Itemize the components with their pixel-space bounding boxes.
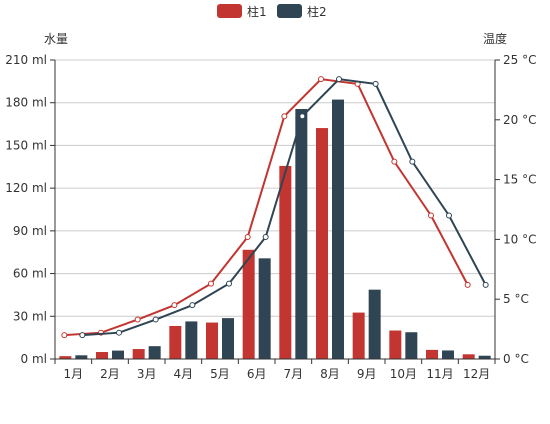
line-point bbox=[482, 281, 489, 288]
line-point bbox=[61, 332, 68, 339]
line-point bbox=[189, 302, 196, 309]
bar bbox=[405, 332, 418, 359]
bar bbox=[295, 108, 308, 359]
bar bbox=[478, 355, 491, 359]
x-tick-label: 2月 bbox=[100, 367, 120, 381]
y-right-tick-label: 10 °C bbox=[503, 232, 536, 246]
legend[interactable]: 柱1 柱2 bbox=[217, 4, 327, 19]
bar bbox=[462, 354, 475, 359]
line-point bbox=[409, 158, 416, 165]
line-point bbox=[79, 332, 86, 339]
y-right-tick-label: 20 °C bbox=[503, 113, 536, 127]
grid-lines bbox=[55, 59, 495, 317]
bar bbox=[426, 349, 438, 359]
legend-swatch bbox=[217, 4, 242, 18]
x-tick-label: 9月 bbox=[357, 367, 377, 381]
x-tick-label: 4月 bbox=[174, 367, 194, 381]
x-tick-label: 5月 bbox=[210, 367, 230, 381]
y-axis-left-label: 水量 bbox=[44, 32, 68, 46]
line-point bbox=[134, 316, 141, 323]
x-tick-label: 3月 bbox=[137, 367, 157, 381]
bar bbox=[59, 356, 72, 359]
bar bbox=[75, 355, 88, 359]
bar bbox=[96, 352, 108, 359]
legend-label: 柱1 bbox=[247, 4, 267, 19]
x-tick-label: 11月 bbox=[426, 367, 453, 381]
y-left-tick-label: 120 ml bbox=[5, 181, 47, 195]
y-left-tick-label: 30 ml bbox=[13, 309, 47, 323]
y-right-tick-label: 25 °C bbox=[503, 53, 536, 67]
y-left-tick-label: 150 ml bbox=[5, 138, 47, 152]
bar bbox=[332, 99, 344, 359]
line-point bbox=[244, 234, 251, 241]
bar bbox=[279, 165, 292, 359]
line-series bbox=[61, 76, 489, 339]
y-left-tick-label: 0 ml bbox=[21, 352, 47, 366]
bar bbox=[368, 289, 381, 359]
x-tick-label: 8月 bbox=[320, 367, 340, 381]
y-left-tick-label: 90 ml bbox=[13, 224, 47, 238]
x-tick-label: 6月 bbox=[247, 367, 267, 381]
line-point bbox=[391, 158, 398, 165]
axes: 0 ml 30 ml 60 ml 90 ml 120 ml 150 ml 180 ml 210… bbox=[5, 53, 536, 381]
bar bbox=[258, 258, 271, 359]
bar bbox=[206, 322, 218, 359]
line-point bbox=[428, 212, 434, 219]
line-point bbox=[226, 280, 232, 287]
line-point bbox=[446, 212, 452, 219]
bar bbox=[148, 346, 161, 359]
line-point bbox=[336, 76, 342, 83]
line-point bbox=[299, 113, 306, 120]
line-point bbox=[464, 281, 471, 288]
y-right-tick-label: 5 °C bbox=[503, 292, 529, 306]
bar bbox=[389, 330, 402, 359]
bar-series bbox=[59, 99, 491, 359]
bar bbox=[169, 325, 182, 359]
bar bbox=[442, 350, 454, 359]
line-point bbox=[171, 302, 178, 309]
x-tick-label: 1月 bbox=[64, 367, 84, 381]
line-path bbox=[64, 78, 469, 337]
line-point bbox=[372, 80, 379, 87]
x-tick-label: 7月 bbox=[284, 367, 304, 381]
line-point bbox=[318, 76, 324, 83]
line-point bbox=[262, 234, 269, 241]
bar bbox=[242, 249, 255, 359]
bar bbox=[132, 349, 145, 359]
legend-label: 柱2 bbox=[307, 4, 327, 19]
x-tick-label: 10月 bbox=[390, 367, 417, 381]
y-axis-right-label: 温度 bbox=[483, 31, 507, 46]
line-point bbox=[152, 316, 159, 323]
y-left-tick-label: 60 ml bbox=[13, 267, 47, 281]
y-left-tick-label: 180 ml bbox=[5, 96, 47, 110]
bar bbox=[222, 318, 234, 359]
line-path bbox=[82, 78, 487, 337]
x-tick-label: 12月 bbox=[463, 367, 490, 381]
bar bbox=[185, 321, 198, 359]
bar bbox=[112, 350, 124, 359]
y-left-tick-label: 210 ml bbox=[5, 53, 47, 67]
bar bbox=[352, 312, 365, 359]
bar bbox=[316, 128, 328, 359]
line-point bbox=[116, 329, 122, 336]
line-point bbox=[208, 280, 214, 287]
legend-swatch bbox=[277, 4, 302, 18]
line-point bbox=[281, 113, 288, 120]
y-right-tick-label: 15 °C bbox=[503, 173, 536, 187]
y-right-tick-label: 0 °C bbox=[503, 352, 529, 366]
